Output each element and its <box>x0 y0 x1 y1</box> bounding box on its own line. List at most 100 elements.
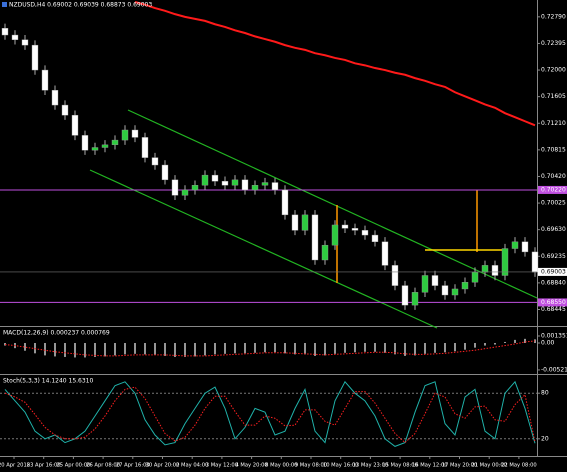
candle-body <box>201 174 209 186</box>
moving-average <box>134 1 536 127</box>
candle-body <box>411 292 419 306</box>
candle-body <box>281 189 289 216</box>
candle-body <box>111 139 119 146</box>
candle-body <box>341 224 349 229</box>
candle-body <box>511 241 519 249</box>
level-label-box <box>538 185 567 194</box>
candle-body <box>91 147 99 151</box>
frame <box>0 0 567 457</box>
candle-body <box>11 34 19 40</box>
candle-body <box>421 275 429 293</box>
candle-body <box>271 182 279 191</box>
x-tick-label: 17 May 20:00 <box>442 463 478 469</box>
candle-body <box>131 129 139 138</box>
y-tick-label: 0.72000 <box>541 67 566 74</box>
candle-body <box>491 265 499 276</box>
candle-body <box>51 90 59 106</box>
x-tick-label: 25 Apr 00:00 <box>56 463 90 469</box>
y-tick-label: 0.68445 <box>541 306 566 313</box>
candle-body <box>161 164 169 181</box>
x-tick-label: 23 Apr 16:00 <box>27 463 61 469</box>
stoch-main <box>4 380 536 447</box>
candle-body <box>121 129 129 141</box>
candle-body <box>141 137 149 158</box>
current-price-box <box>538 267 567 276</box>
candle-body <box>61 104 69 116</box>
candle-body <box>351 228 359 231</box>
candle-body <box>101 144 109 148</box>
channel-line <box>127 109 538 299</box>
symbol-icon <box>2 2 7 7</box>
y-tick-label: 20 <box>541 435 549 442</box>
candle-body <box>451 288 459 296</box>
candle-body <box>261 182 269 186</box>
channel-line <box>89 169 438 329</box>
y-tick-label: 0.00 <box>541 339 555 346</box>
candle-body <box>481 265 489 273</box>
candle-body <box>371 234 379 243</box>
candle-body <box>321 244 329 261</box>
candle-body <box>401 285 409 306</box>
candle-body <box>1 28 9 36</box>
y-tick-label: 0.69235 <box>541 253 566 260</box>
y-tick-label: 80 <box>541 390 549 397</box>
candle-body <box>211 174 219 182</box>
candle-body <box>31 44 39 71</box>
candle-body <box>71 114 79 136</box>
candle-body <box>41 69 49 91</box>
x-tick-label: 9 May 08:00 <box>295 463 327 469</box>
drawing-objects <box>89 109 538 329</box>
stoch-signal <box>4 386 536 444</box>
y-tick-label: 0.71605 <box>541 93 566 100</box>
candle-body <box>441 285 449 296</box>
x-tick-label: 26 Apr 08:00 <box>86 463 120 469</box>
y-tick-label: 0.70420 <box>541 173 566 180</box>
level-label: 0.70220 <box>541 186 566 193</box>
candle-body <box>291 214 299 231</box>
candle-body <box>461 282 469 290</box>
y-tick-label: 0.68840 <box>541 279 566 286</box>
x-tick-label: 22 May 08:00 <box>501 463 537 469</box>
candle-body <box>381 241 389 266</box>
x-tick-label: 27 Apr 16:00 <box>116 463 150 469</box>
indicator-title: MACD(12,26,9) 0.000237 0.000769 <box>3 330 110 337</box>
candle-body <box>521 241 529 253</box>
candle-body <box>221 180 229 186</box>
candle-body <box>21 39 29 46</box>
candle-body <box>331 224 339 246</box>
x-tick-label: 3 May 12:00 <box>206 463 238 469</box>
candle-body <box>531 251 539 273</box>
candle-body <box>181 189 189 196</box>
candle-body <box>231 179 239 186</box>
x-tick-label: 20 Apr 2018 <box>0 463 30 469</box>
candle-body <box>361 230 369 236</box>
x-tick-label: 2 May 04:00 <box>176 463 208 469</box>
x-tick-label: 10 May 16:00 <box>323 463 359 469</box>
candle-body <box>431 275 439 286</box>
x-tick-label: 21 May 00:00 <box>471 463 507 469</box>
candle-body <box>241 179 249 191</box>
candle-body <box>81 135 89 151</box>
y-tick-label: 0.70025 <box>541 200 566 207</box>
candle-body <box>191 185 199 191</box>
candle-body <box>301 214 309 231</box>
y-tick-label: 0.69630 <box>541 226 566 233</box>
current-price-label: 0.69003 <box>541 268 566 275</box>
chart-title: NZDUSD,H4 0.69002 0.69039 0.68873 0.6900… <box>9 2 152 9</box>
y-tick-label: 0.001351 <box>541 333 567 340</box>
x-tick-label: 30 Apr 20:00 <box>146 463 180 469</box>
indicator-title: Stoch(5,3,3) 14.1240 15.6310 <box>3 378 94 385</box>
candle-body <box>171 179 179 196</box>
y-tick-label: 0.70815 <box>541 146 566 153</box>
candle-body <box>471 271 479 283</box>
candle-body <box>251 185 259 191</box>
y-tick-label: -0.005213 <box>541 366 567 373</box>
candle-body <box>391 265 399 286</box>
y-tick-label: 0.71210 <box>541 120 566 127</box>
x-tick-label: 16 May 12:00 <box>412 463 448 469</box>
x-tick-label: 8 May 00:00 <box>265 463 297 469</box>
y-tick-label: 0.72395 <box>541 40 566 47</box>
